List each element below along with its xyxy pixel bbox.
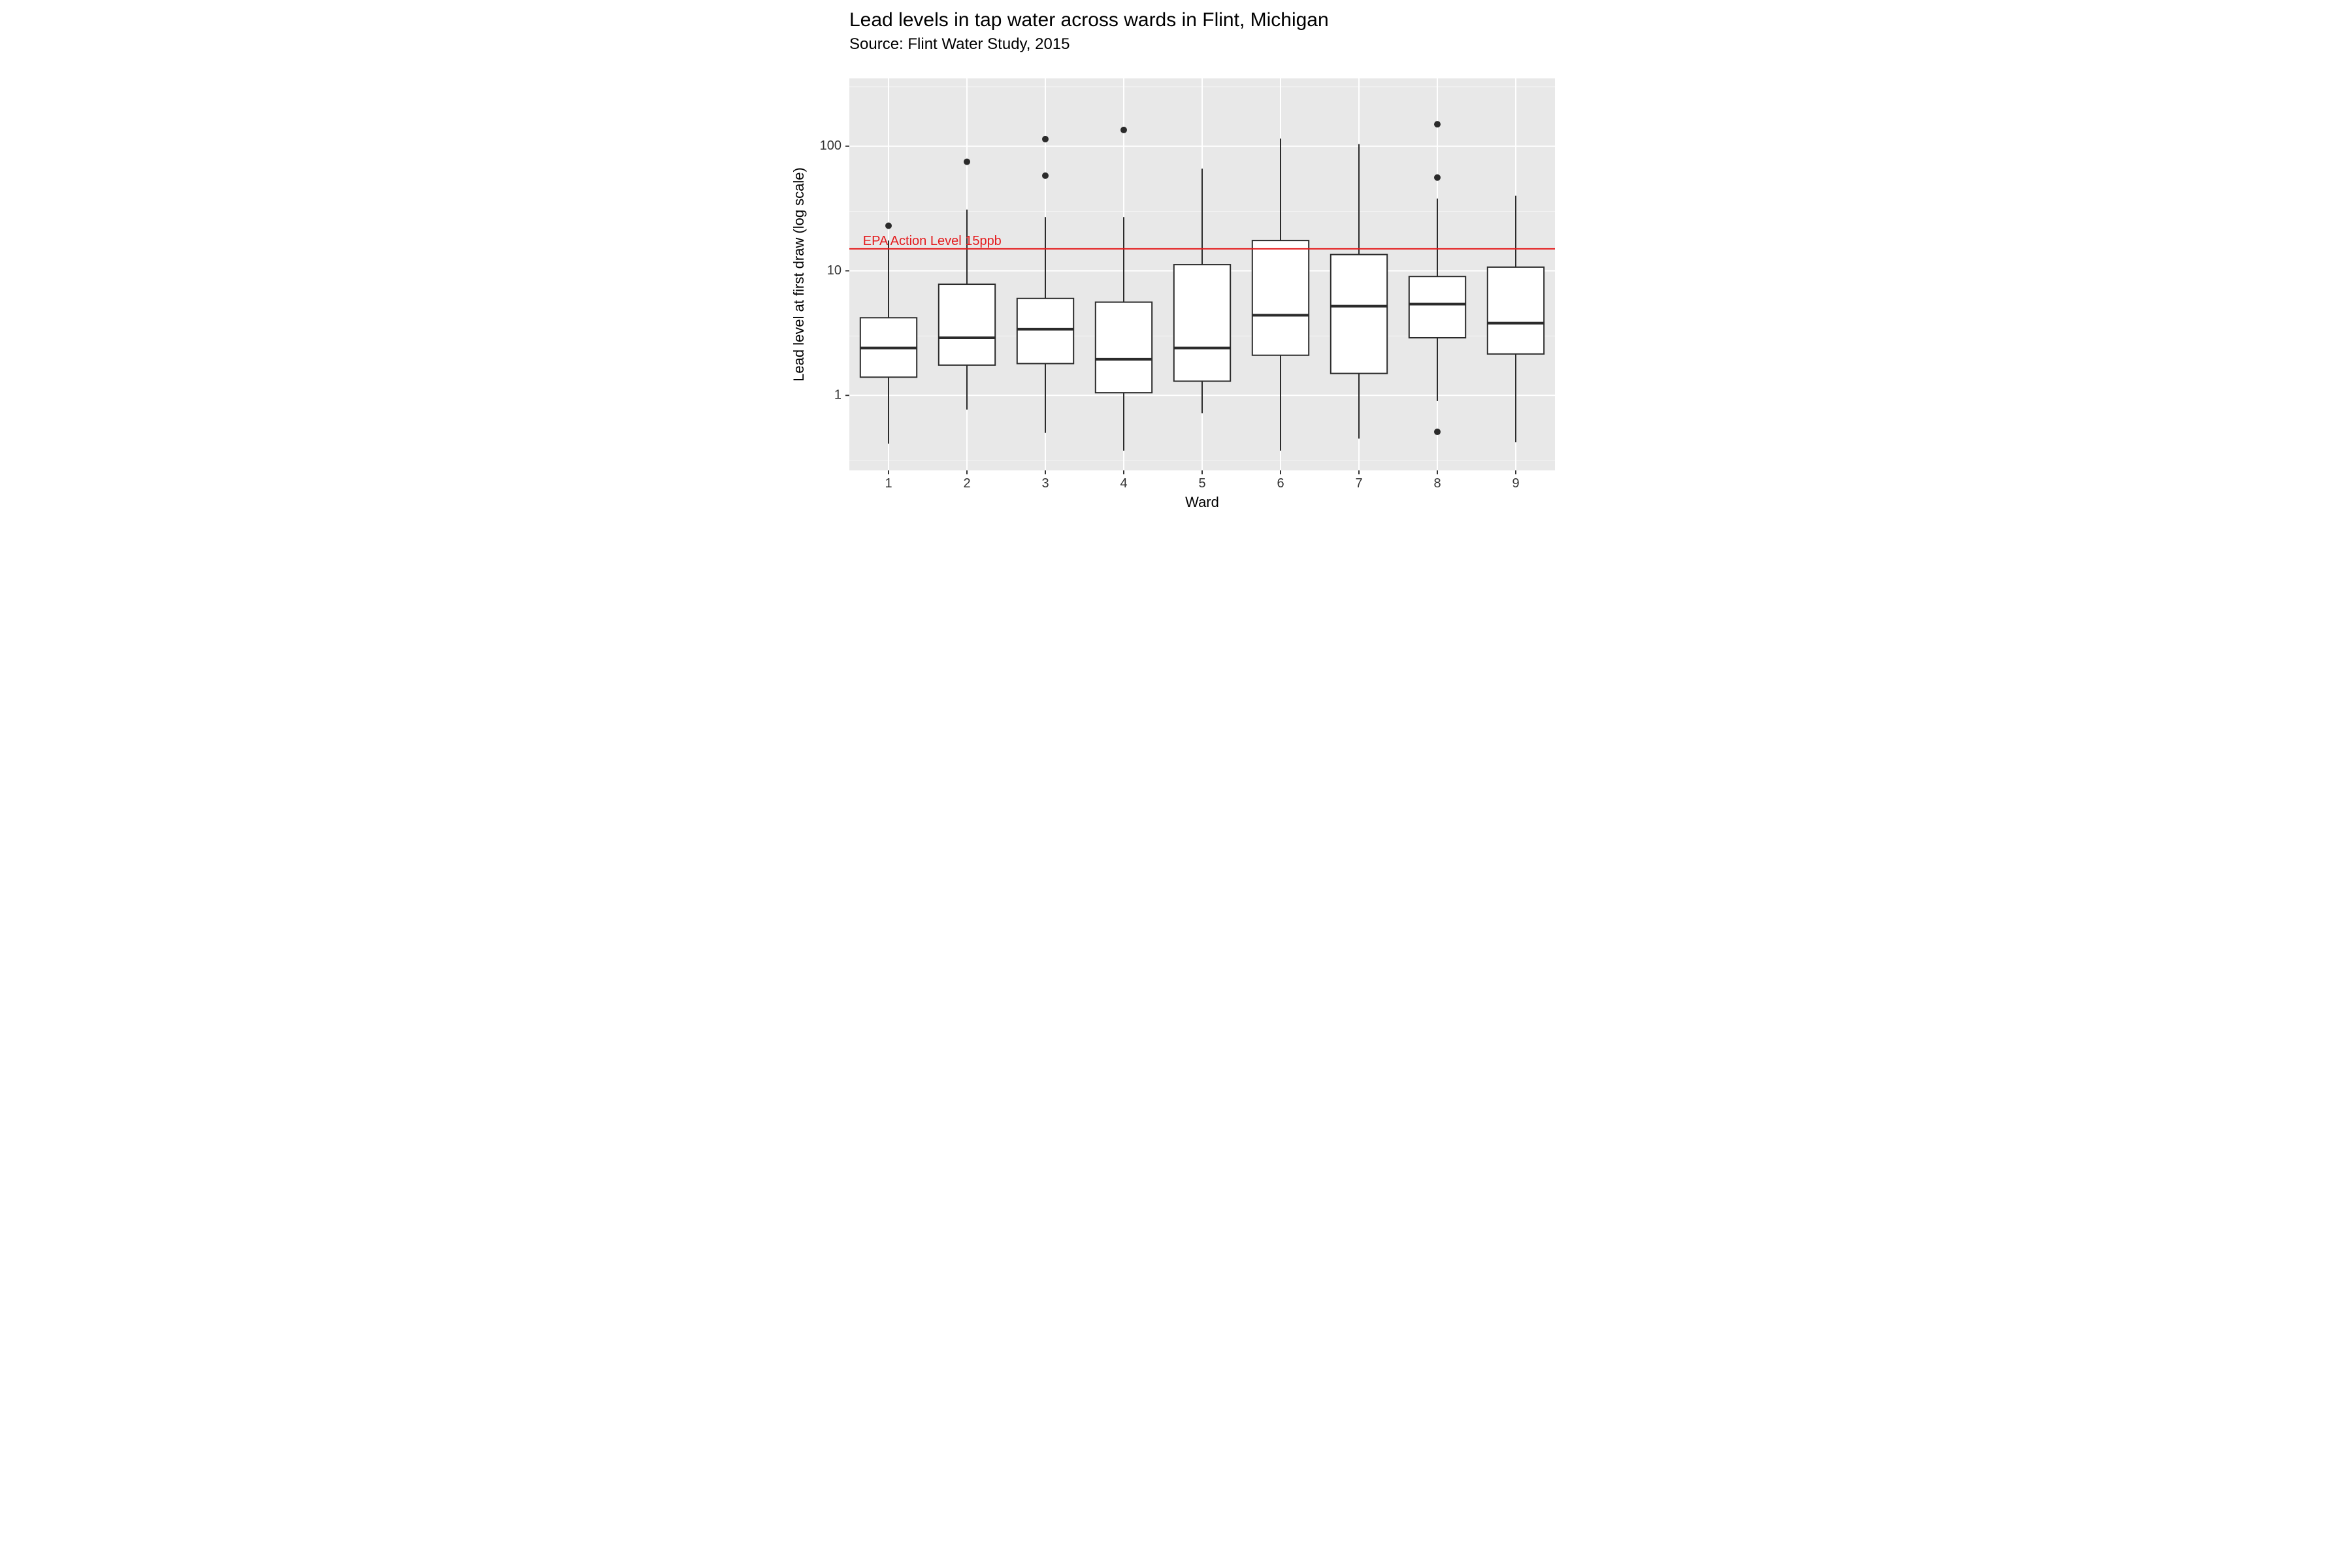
box — [1252, 240, 1309, 355]
chart-title: Lead levels in tap water across wards in… — [849, 9, 1329, 31]
x-tick-label: 6 — [1277, 476, 1284, 491]
outlier-point — [1434, 121, 1441, 127]
x-tick-label: 1 — [885, 476, 892, 491]
reference-line-label: EPA Action Level 15ppb — [863, 234, 1002, 248]
x-axis-title: Ward — [1185, 494, 1219, 510]
box — [939, 284, 995, 365]
outlier-point — [1434, 174, 1441, 181]
box — [1331, 255, 1387, 374]
box — [1488, 267, 1544, 354]
x-tick-label: 4 — [1120, 476, 1127, 491]
x-tick-label: 3 — [1041, 476, 1049, 491]
outlier-point — [1120, 127, 1127, 133]
boxplot-chart: EPA Action Level 15ppb 1 10 100 1 2 3 4 5 6 7 8 9 War… — [784, 0, 1568, 523]
y-tick-label: 100 — [820, 139, 841, 153]
outlier-point — [1434, 429, 1441, 435]
y-axis-title: Lead level at first draw (log scale) — [791, 167, 807, 382]
y-tick-label: 10 — [827, 263, 841, 278]
box — [1174, 265, 1230, 381]
x-tick-label: 5 — [1198, 476, 1205, 491]
outlier-point — [885, 222, 892, 229]
outlier-point — [1042, 136, 1049, 142]
box — [1096, 302, 1152, 393]
chart-container: { "chart": { "type": "boxplot", "width_p… — [784, 0, 1568, 523]
box — [1017, 299, 1073, 364]
x-tick-label: 8 — [1433, 476, 1441, 491]
outlier-point — [964, 159, 970, 165]
box — [1409, 276, 1465, 338]
outlier-point — [1042, 172, 1049, 179]
y-tick-label: 1 — [834, 387, 841, 402]
x-tick-label: 7 — [1355, 476, 1362, 491]
x-tick-label: 2 — [963, 476, 970, 491]
x-tick-label: 9 — [1512, 476, 1519, 491]
chart-subtitle: Source: Flint Water Study, 2015 — [849, 35, 1070, 53]
